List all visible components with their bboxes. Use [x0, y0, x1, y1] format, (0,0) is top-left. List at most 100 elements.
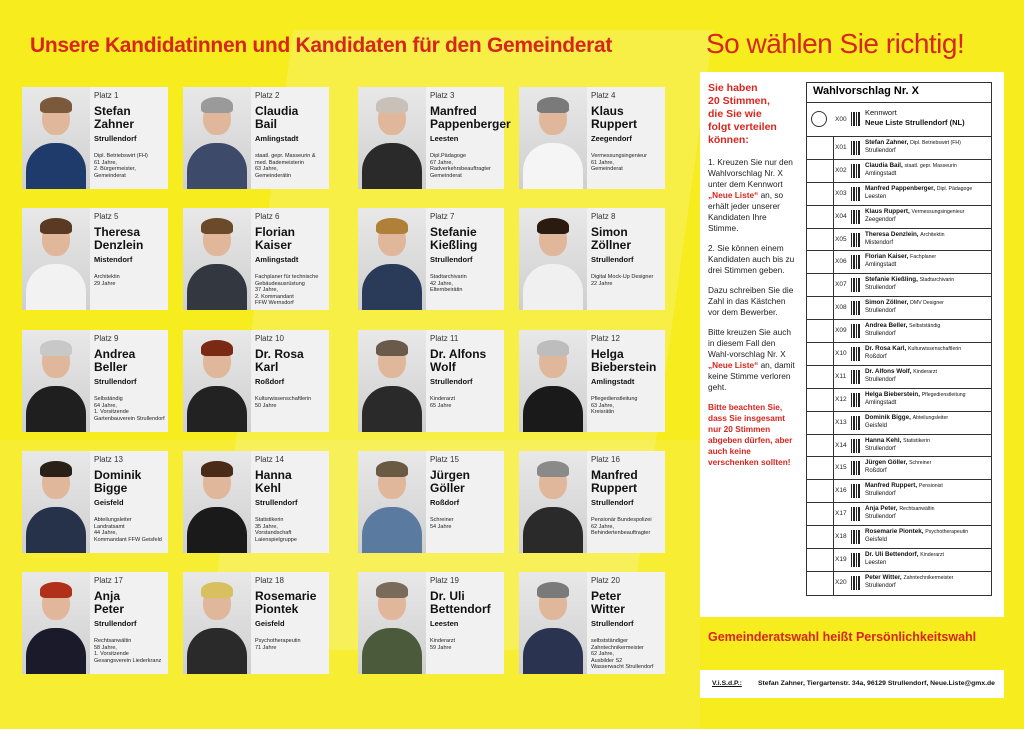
candidate-location: Strullendorf: [94, 134, 137, 143]
candidate-rank: Platz 2: [255, 91, 280, 100]
barcode-icon: [851, 507, 861, 522]
candidate-name: Anja Peter: [94, 589, 125, 616]
barcode-icon: [851, 530, 861, 545]
photo-hair: [537, 340, 569, 356]
candidate-location: Roßdorf: [430, 498, 460, 507]
candidate-rank: Platz 12: [591, 334, 620, 343]
candidate-description: Digital Mock-Up Designer 22 Jahre: [591, 274, 654, 287]
candidate-rank: Platz 5: [94, 212, 119, 221]
candidate-rank: Platz 14: [255, 455, 284, 464]
candidate-card: Platz 9 Andrea Beller Strullendorf Selbstän…: [22, 330, 168, 432]
ballot-candidate-profession: Vermessungsingenieur: [911, 208, 965, 215]
photo-hair: [376, 218, 408, 234]
candidate-name: Dr. Rosa Karl: [255, 347, 304, 374]
photo-body: [523, 264, 583, 310]
ballot-candidate-location: Mistendorf: [865, 239, 894, 246]
candidate-location: Strullendorf: [430, 255, 473, 264]
candidate-info: Platz 1 Stefan Zahner Strullendorf Dipl. Be…: [92, 87, 168, 189]
candidate-photo: [183, 87, 251, 189]
candidate-rank: Platz 1: [94, 91, 119, 100]
candidate-rank: Platz 6: [255, 212, 280, 221]
barcode-icon: [851, 324, 861, 339]
candidate-description: Dipl. Betriebswirt (FH) 61 Jahre, 2. Bür…: [94, 153, 148, 179]
candidate-photo: [22, 572, 90, 674]
candidate-rank: Platz 8: [591, 212, 616, 221]
instruction-step-2: 2. Sie können einem Kandidaten auch bis …: [708, 243, 795, 275]
ballot-candidate: Dr. Alfons Wolf, Kinderarzt Strullendorf: [865, 368, 989, 384]
ballot-candidate-profession: Psychotherapeutin: [925, 529, 969, 536]
ballot-candidate-profession: Selbstständig: [909, 323, 941, 330]
ballot-row: X09 Andrea Beller, Selbstständig Strullend…: [807, 320, 991, 344]
candidate-card: Platz 14 Hanna Kehl Strullendorf Statistike…: [183, 451, 329, 553]
candidate-photo: [22, 87, 90, 189]
candidate-description: Fachplaner für technische Gebäudeausrüst…: [255, 274, 319, 306]
ballot-candidate-name: Simon Zöllner,: [865, 299, 909, 307]
ballot-candidate: Hanna Kehl, Statistikerin Strullendorf: [865, 437, 989, 453]
candidate-location: Amlingstadt: [255, 255, 299, 264]
photo-hair: [376, 97, 408, 113]
candidate-name: Dr. Uli Bettendorf: [430, 589, 491, 616]
candidate-name: Klaus Ruppert: [591, 104, 637, 131]
barcode-icon: [851, 438, 861, 453]
slogan: Gemeinderatswahl heißt Persönlichkeitswa…: [708, 630, 977, 644]
candidate-info: Platz 14 Hanna Kehl Strullendorf Statistike…: [253, 451, 329, 553]
ballot-candidate-location: Strullendorf: [865, 582, 896, 589]
ballot-code: X19: [835, 556, 847, 564]
ballot-candidate-name: Dr. Rosa Karl,: [865, 345, 907, 353]
ballot-candidate-location: Strullendorf: [865, 148, 896, 154]
candidate-info: Platz 7 Stefanie Kießling Strullendorf Stad…: [428, 208, 504, 310]
candidate-photo: [358, 330, 426, 432]
candidate-photo: [22, 330, 90, 432]
instruction-note-text: Bitte kreuzen Sie auch in diesem Fall de…: [708, 327, 792, 359]
ballot-code: X00: [835, 116, 847, 123]
vote-box: [807, 411, 834, 434]
photo-body: [523, 386, 583, 432]
candidate-name: Andrea Beller: [94, 347, 136, 374]
vote-box: [807, 159, 834, 182]
candidate-card: Platz 3 Manfred Pappenberger Leesten Dipl.P…: [358, 87, 511, 189]
candidate-rank: Platz 15: [430, 455, 459, 464]
ballot-candidate-name: Anja Peter,: [865, 505, 898, 513]
page-title: Unsere Kandidatinnen und Kandidaten für …: [30, 34, 613, 57]
voting-guide-title: So wählen Sie richtig!: [706, 28, 965, 59]
ballot-code: X12: [835, 395, 847, 403]
photo-hair: [40, 582, 72, 598]
ballot-candidate: Stefanie Kießling, Stadtarchivarin Strull…: [865, 276, 989, 292]
candidate-photo: [519, 451, 587, 553]
candidate-name: Stefan Zahner: [94, 104, 135, 131]
photo-body: [26, 386, 86, 432]
candidate-description: Pensionär Bundespolizei 62 Jahre, Behind…: [591, 517, 652, 536]
ballot-row: X17 Anja Peter, Rechtsanwältin Strullendor…: [807, 503, 991, 527]
ballot-candidate-profession: Kulturwissenschaftlerin: [908, 346, 962, 353]
candidate-location: Geisfeld: [255, 619, 285, 628]
ballot-candidate-profession: Pensionist: [918, 483, 943, 490]
barcode-icon: [851, 112, 861, 126]
instructions-heading: Sie haben 20 Stimmen, die Sie wie folgt …: [708, 82, 777, 146]
sample-ballot: Wahlvorschlag Nr. X X00 Kennwort Neue Lis…: [806, 82, 992, 596]
barcode-icon: [851, 575, 861, 590]
candidate-rank: Platz 20: [591, 576, 620, 585]
vote-box: [807, 205, 834, 228]
photo-body: [187, 143, 247, 189]
ballot-candidate-profession: Rechtsanwältin: [899, 506, 935, 513]
ballot-candidate: Theresa Denzlein, Architektin Mistendorf: [865, 231, 989, 247]
ballot-code: X01: [835, 144, 847, 151]
ballot-candidate-profession: Fachplaner: [910, 254, 937, 261]
ballot-code: X05: [835, 235, 847, 243]
candidate-location: Strullendorf: [591, 255, 634, 264]
ballot-candidate: Manfred Ruppert, Pensionist Strullendorf: [865, 482, 989, 498]
vote-box: [807, 526, 834, 549]
ballot-code: X03: [835, 189, 847, 197]
ballot-code: X04: [835, 212, 847, 220]
candidate-photo: [358, 451, 426, 553]
photo-hair: [201, 582, 233, 598]
candidate-info: Platz 10 Dr. Rosa Karl Roßdorf Kulturwissen…: [253, 330, 329, 432]
candidate-photo: [358, 87, 426, 189]
candidate-info: Platz 3 Manfred Pappenberger Leesten Dipl.P…: [428, 87, 511, 189]
candidate-photo: [22, 208, 90, 310]
candidate-photo: [519, 87, 587, 189]
candidate-card: Platz 17 Anja Peter Strullendorf Rechtsanwä…: [22, 572, 168, 674]
ballot-candidate-location: Leesten: [865, 560, 887, 567]
candidate-photo: [22, 451, 90, 553]
ballot-row: X19 Dr. Uli Bettendorf, Kinderarzt Leesten: [807, 549, 991, 572]
